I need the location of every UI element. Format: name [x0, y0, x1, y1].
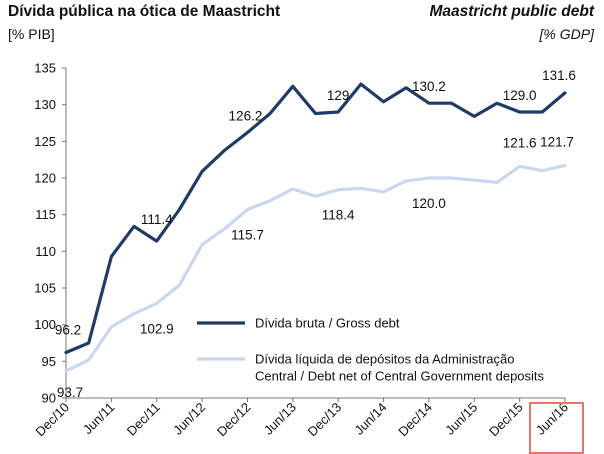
data-label: 111.4 [141, 212, 173, 227]
x-tick-label: Dec/12 [214, 400, 254, 440]
data-label: 120.0 [412, 196, 446, 211]
x-tick-label: Jun/11 [80, 400, 118, 438]
data-label: 121.7 [540, 135, 574, 150]
chart-title-pt: Dívida pública na ótica de Maastricht [8, 3, 281, 20]
x-tick-label: Jun/15 [442, 400, 480, 438]
y-tick-label: 105 [34, 281, 56, 296]
net-debt-line [64, 163, 567, 373]
legend-label: Dívida líquida de depósitos da Administr… [255, 352, 514, 367]
y-tick-label: 120 [34, 171, 56, 186]
gross-debt-line [64, 82, 567, 355]
x-tick-label: Dec/15 [486, 400, 526, 440]
x-tick-label: Jun/12 [170, 400, 208, 438]
data-label: 96.2 [55, 323, 81, 338]
data-label: 131.6 [542, 68, 576, 83]
data-label: 118.4 [322, 208, 355, 223]
y-tick-label: 90 [42, 391, 56, 406]
data-label: 130.2 [412, 79, 446, 94]
y-tick-label: 130 [34, 97, 56, 112]
unit-label-pt: [% PIB] [8, 26, 55, 42]
data-label: 121.6 [503, 135, 537, 150]
data-labels: 96.2 111.4 126.2 129 130.2 129.0 131.6 93.7 102.… [55, 68, 576, 400]
unit-label-en: [% GDP] [539, 26, 594, 42]
x-tick-label: Jun/16 [533, 400, 571, 438]
y-tick-label: 135 [34, 61, 56, 76]
y-tick-label: 125 [34, 134, 56, 149]
series-lines [64, 82, 567, 373]
x-tick-label: Jun/14 [351, 400, 389, 438]
data-label: 129 [327, 88, 350, 103]
y-tick-label: 110 [35, 244, 56, 259]
legend-label: Dívida bruta / Gross debt [255, 316, 400, 331]
data-label: 126.2 [229, 109, 263, 124]
highlight-box [529, 402, 584, 454]
x-tick-label: Dec/13 [305, 400, 345, 440]
legend: Dívida bruta / Gross debt Dívida líquida … [197, 316, 545, 384]
y-tick-label: 115 [35, 207, 56, 222]
data-label: 102.9 [140, 321, 174, 336]
y-tick-label: 95 [42, 354, 56, 369]
chart-title-en: Maastricht public debt [429, 3, 595, 20]
x-tick-label: Dec/14 [395, 400, 435, 440]
x-tick-label: Dec/11 [124, 400, 163, 439]
legend-label: Central / Debt net of Central Government… [255, 369, 545, 384]
x-tick-label: Jun/13 [261, 400, 299, 438]
data-label: 115.7 [231, 228, 264, 243]
data-label: 129.0 [503, 88, 537, 103]
data-label: 93.7 [57, 385, 83, 400]
y-tick-label: 100 [34, 317, 56, 332]
